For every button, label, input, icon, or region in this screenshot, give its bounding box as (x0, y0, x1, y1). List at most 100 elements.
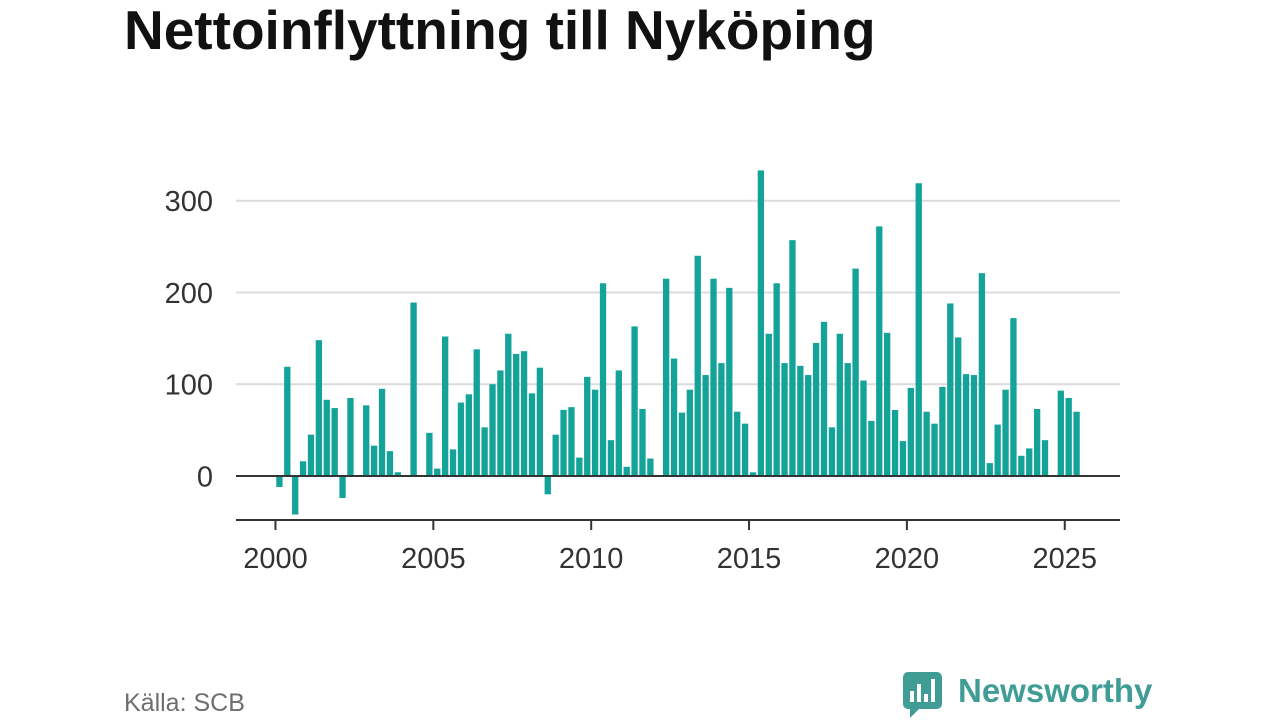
y-tick-label: 300 (165, 186, 213, 218)
bar-2008-q3 (544, 475, 551, 495)
bar-2019-q1 (876, 226, 883, 476)
bar-2022-q3 (986, 463, 993, 476)
bar-2012-q2 (663, 278, 670, 476)
bar-2006-q2 (473, 349, 480, 476)
bar-2000-q3 (292, 475, 299, 515)
x-tick-label: 2005 (401, 543, 466, 575)
bar-2001-q2 (315, 340, 323, 476)
x-tick-label: 2025 (1032, 543, 1097, 575)
bar-2022-q2 (978, 273, 986, 476)
bar-2002-q1 (339, 475, 346, 498)
bar-2018-q1 (844, 363, 851, 476)
bar-2024-q4 (1057, 390, 1064, 476)
bar-2021-q2 (947, 303, 954, 476)
icon-bar (910, 691, 914, 702)
bar-2006-q3 (481, 427, 488, 476)
bar-2003-q3 (386, 451, 394, 476)
bar-2009-q3 (576, 457, 583, 476)
bar-2008-q4 (552, 434, 559, 476)
bar-2025-q2 (1073, 411, 1080, 476)
x-axis: 2000 2005 2010 2015 2020 2025 (236, 519, 1120, 575)
bar-2008-q1 (528, 393, 536, 476)
bar-2023-q4 (1026, 448, 1033, 476)
bar-2011-q4 (647, 458, 654, 476)
bar-2001-q1 (307, 434, 315, 476)
newsworthy-logo: Newsworthy (903, 670, 1165, 720)
bar-2009-q4 (584, 376, 591, 476)
bar-2016-q1 (781, 363, 788, 476)
bar-2013-q2 (694, 255, 701, 476)
bar-2005-q3 (449, 449, 457, 476)
bar-2010-q2 (599, 283, 607, 476)
bar-2002-q2 (347, 397, 354, 476)
bar-2017-q4 (836, 333, 843, 476)
bar-2000-q4 (299, 461, 307, 476)
bar-2015-q3 (765, 333, 772, 476)
bar-2001-q3 (323, 399, 330, 476)
bar-2003-q4 (394, 472, 401, 476)
bar-2021-q1 (939, 386, 946, 476)
icon-bar (924, 694, 928, 702)
icon-bar (931, 679, 935, 702)
bar-2000-q2 (284, 366, 291, 476)
bar-2013-q4 (710, 278, 717, 476)
bar-2020-q3 (923, 411, 930, 476)
bar-2015-q2 (757, 170, 765, 476)
bar-2021-q4 (962, 374, 970, 476)
bar-chart: 0 100 200 300 2000 2005 2010 2015 2020 2025 (165, 170, 1120, 575)
bar-2016-q4 (805, 375, 812, 476)
bar-2022-q4 (994, 424, 1001, 476)
bar-2009-q2 (568, 407, 575, 476)
bar-2019-q3 (891, 409, 899, 476)
bar-2018-q4 (868, 420, 875, 476)
bar-2014-q1 (718, 363, 725, 476)
bar-2012-q3 (670, 358, 678, 476)
y-tick-label: 0 (197, 461, 213, 493)
bar-2002-q4 (363, 405, 370, 476)
icon-bubble (903, 672, 942, 709)
icon-bar (917, 684, 921, 702)
x-tick-label: 2020 (875, 543, 940, 575)
bar-2021-q3 (955, 337, 962, 476)
gridlines (236, 199, 1120, 386)
icon-bubble-tail (910, 707, 921, 718)
bar-2017-q1 (812, 342, 820, 476)
bar-2009-q1 (560, 409, 567, 476)
brand-name: Newsworthy (958, 672, 1153, 709)
bar-2003-q2 (378, 388, 386, 476)
bar-2007-q4 (520, 351, 528, 476)
bar-2007-q2 (505, 333, 512, 476)
bar-2011-q3 (639, 408, 646, 476)
bar-2020-q1 (907, 387, 914, 476)
bar-2004-q2 (410, 302, 417, 476)
bar-2008-q2 (536, 367, 544, 476)
bar-2013-q1 (686, 389, 693, 476)
bar-2015-q1 (749, 472, 757, 476)
x-tick-label: 2010 (559, 543, 624, 575)
bar-2003-q1 (370, 445, 378, 476)
bar-2020-q4 (931, 423, 938, 476)
y-tick-label: 200 (165, 278, 213, 310)
bar-2010-q3 (607, 440, 615, 476)
bar-2014-q4 (741, 423, 749, 476)
bar-2024-q2 (1041, 440, 1049, 476)
bar-2018-q2 (852, 268, 859, 476)
x-tick-label: 2015 (717, 543, 782, 575)
speech-bubble-chart-icon (903, 672, 942, 718)
bar-2023-q2 (1010, 318, 1017, 476)
y-axis-labels: 0 100 200 300 (165, 186, 213, 493)
bar-2006-q4 (489, 384, 496, 476)
bar-2011-q1 (623, 466, 630, 476)
bar-2020-q2 (915, 183, 922, 476)
bar-2007-q1 (497, 370, 504, 476)
source-credit: Källa: SCB (124, 689, 245, 717)
bar-2023-q1 (1002, 389, 1009, 476)
bar-2016-q3 (797, 365, 804, 476)
bar-2017-q2 (820, 321, 828, 476)
bars (276, 170, 1080, 515)
y-tick-label: 100 (165, 370, 213, 402)
bar-2012-q4 (678, 412, 686, 476)
bar-2004-q4 (426, 432, 433, 476)
x-tick-label: 2000 (243, 543, 308, 575)
chart-title: Nettoinflyttning till Nyköping (124, 0, 876, 61)
